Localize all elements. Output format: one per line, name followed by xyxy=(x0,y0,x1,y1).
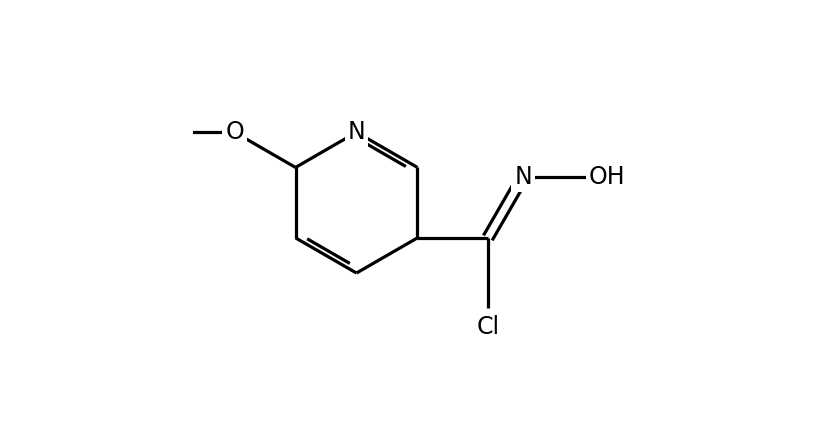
Text: N: N xyxy=(515,165,532,189)
Text: OH: OH xyxy=(589,165,626,189)
Text: Cl: Cl xyxy=(476,315,500,339)
Text: O: O xyxy=(225,120,244,144)
Text: N: N xyxy=(348,120,365,144)
